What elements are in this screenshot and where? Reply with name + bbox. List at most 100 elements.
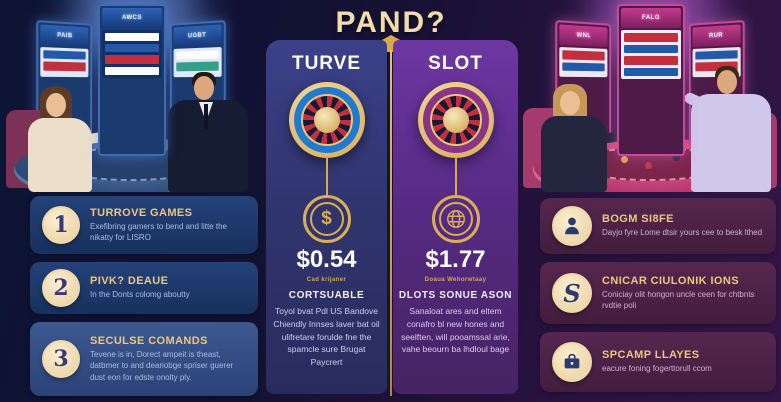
price-value: $1.77 [425,246,486,273]
dollar-coin-icon: $ [302,195,351,243]
screen-bar [43,61,86,72]
screen-bar [624,68,678,76]
item-description: Coniciay olit hongon uncle ceen for chtb… [602,289,755,310]
screen-bar [562,73,605,75]
item-text: CNICAR CIULONIK IONS Coniciay olit hongo… [602,275,764,311]
item-number-badge: 2 [42,269,80,307]
screen-bar [624,33,678,42]
kiosk: FALG [617,4,685,156]
kiosk-screen-label: UGBT [173,24,222,48]
wheel-ring [422,87,489,153]
item-title: BOGM SI8FE [602,213,674,226]
item-title: CNICAR CIULONIK IONS [602,274,739,287]
briefcase-icon [552,342,592,382]
casino-scene-pink: WNL FALG RUR [519,0,781,192]
item-text: SPCAMP LLAYES eacure foning fogerttorull… [602,349,712,374]
casino-chip [645,162,652,169]
kiosk-screen-label: WNL [559,24,608,48]
screen-bar [105,33,159,41]
item-description: Dayjo fyre Lome dtsir yours cee to besk … [602,228,763,238]
screen-bar [105,55,159,64]
page-title: PAND? [335,6,447,39]
list-item: SPCAMP LLAYES eacure foning fogerttorull… [540,332,776,392]
kiosk-screen [40,46,89,78]
casino-chip [621,156,628,163]
divider-line [390,50,392,396]
screen-bar [624,45,678,53]
item-description: Exefibring gamers to bend and litte the … [90,221,227,242]
screen-bar [176,61,219,72]
item-title: PIVK? DEAUE [90,275,169,288]
kiosk-screen-label: AWCS [102,8,162,28]
item-description: Tevene is in, Dorect ampeit is theast, d… [90,350,234,382]
roulette-wheel-icon [417,82,494,158]
panel-slot: SLOT $1.77 Doaua Wehorwtaay DLOTS SONUE … [393,40,518,394]
kiosk-screen [559,46,608,78]
man-figure [682,66,777,192]
screen-bar [695,50,738,60]
item-description: In the Donts colomg aboutty [90,290,190,300]
kiosk: AWCS [98,4,166,156]
price-caption: Doaua Wehorwtaay [424,277,487,283]
wheel-center [313,107,340,133]
swirl-icon: S [552,273,592,313]
body [28,118,92,192]
dollar-symbol: $ [309,202,344,236]
connector-line [325,156,328,196]
price-value: $0.54 [296,246,357,273]
list-item: 1 TURROVE GAMES Exefibring gamers to ben… [30,196,258,254]
roulette-wheel-icon [288,82,365,158]
item-title: TURROVE GAMES [90,206,193,219]
globe-coin-icon [431,195,480,243]
item-title: SPCAMP LLAYES [602,349,700,362]
screen-bar [176,50,219,60]
wheel-segments [300,94,353,146]
woman-figure [28,86,124,192]
panel-subheading: CORTSUABLE [288,290,365,301]
head [560,91,580,115]
screen-bar [624,56,678,65]
casino-scene-blue: PAIB AWCS UGBT [0,0,262,192]
head [194,76,214,100]
panel-header: TURVE [291,53,362,74]
tie [204,104,208,130]
person-icon [552,206,592,246]
screen-bar [105,44,159,52]
screen-bar [105,67,159,75]
casino-chip [673,154,680,161]
screen-bar [562,50,605,61]
woman-figure [541,84,637,192]
panel-header: SLOT [428,53,483,74]
screen-bar [43,73,86,75]
item-number-badge: 1 [42,206,80,244]
wheel-segments [429,94,482,146]
screen-bar [43,50,86,60]
kiosk-screen-label: FALG [621,8,681,28]
panel-turve: TURVE $ $0.54 Cad krijaner CORTSUABLE To… [266,40,387,394]
kiosk-screen-label: PAIB [40,24,89,48]
kiosk-screen [102,30,162,78]
panel-description: Sanaloat ares and eltem conafro bl new h… [401,306,510,355]
globe-icon [438,202,473,236]
list-item: BOGM SI8FE Dayjo fyre Lome dtsir yours c… [540,198,776,254]
item-text: BOGM SI8FE Dayjo fyre Lome dtsir yours c… [602,213,762,238]
item-text: SECULSE COMANDS Tevene is in, Dorect amp… [90,335,246,383]
panel-subheading: DLOTS SONUE ASON [398,290,513,301]
list-item: 2 PIVK? DEAUE In the Donts colomg aboutt… [30,262,258,314]
wheel-center [442,107,469,133]
price-caption: Cad krijaner [306,277,347,283]
item-text: TURROVE GAMES Exefibring gamers to bend … [90,207,246,243]
list-item: S CNICAR CIULONIK IONS Coniciay olit hon… [540,262,776,324]
kiosk-screen-label: RUR [692,24,741,48]
item-title: SECULSE COMANDS [90,335,208,348]
screen-bar [562,62,605,72]
body [541,116,607,192]
panel-description: Toyol bvat Pdl US Bandove Chiendly Innse… [273,306,380,367]
kiosk-screen [621,30,681,79]
list-item: 3 SECULSE COMANDS Tevene is in, Dorect a… [30,322,258,396]
head [46,93,66,117]
item-number-badge: 3 [42,340,80,378]
connector-line [454,156,457,196]
man-figure [168,72,254,192]
